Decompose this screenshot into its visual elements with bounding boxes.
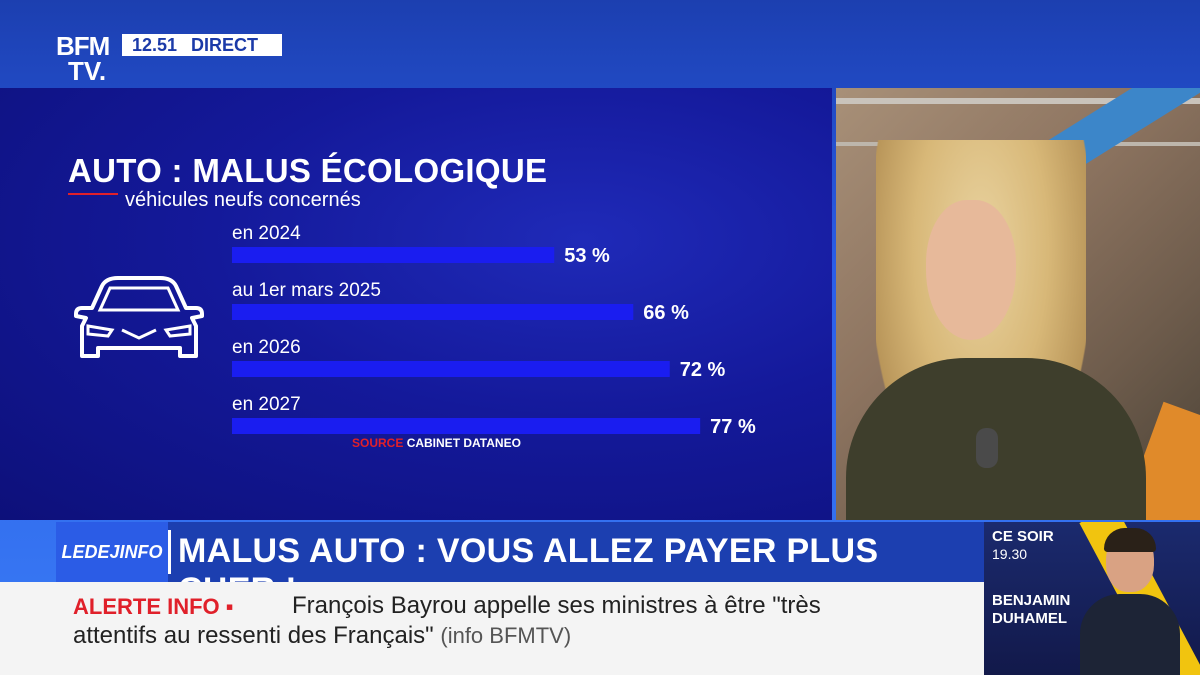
promo-name-first: BENJAMIN [992,592,1071,609]
bar [232,361,670,377]
alert-label: ALERTE INFO ▪ [73,594,234,619]
alert-source: (info BFMTV) [440,623,572,648]
alert-ticker: ALERTE INFO ▪ François Bayrou appelle se… [0,582,984,675]
bar-chart: en 2024 53 % au 1er mars 2025 66 % en 2026 72… [232,223,756,438]
promo-panel: CE SOIR 19.30 BENJAMIN DUHAMEL [984,522,1200,675]
chart-panel: AUTO : MALUS ÉCOLOGIQUE véhicules neufs … [0,88,832,520]
category-label: en 2024 [232,223,301,244]
promo-person-suit [1080,594,1180,675]
promo-when: CE SOIR [992,528,1054,545]
headline-banner: LEDEJINFO MALUS AUTO : VOUS ALLEZ PAYER … [56,522,984,609]
banner-separator [168,530,171,574]
bar-value-label: 77 % [710,416,756,438]
logo-line1: BFM [56,31,110,61]
source-label: SOURCE [352,436,404,450]
car-icon [74,276,204,358]
bar-value-label: 72 % [680,359,726,381]
promo-person [1080,528,1180,675]
alert-line1: François Bayrou appelle ses ministres à … [292,592,821,619]
category-label: en 2026 [232,337,301,358]
bar [232,304,634,320]
background-railing [836,98,1200,104]
clock-time: 12.51 [132,34,178,55]
presenter-video [836,88,1200,520]
promo-person-hair [1104,528,1156,552]
chart-subtitle: véhicules neufs concernés [125,189,361,211]
category-label: au 1er mars 2025 [232,280,381,301]
bar [232,247,555,263]
channel-logo: BFM TV. [56,31,116,88]
bar-value-label: 53 % [564,245,610,267]
promo-time: 19.30 [992,546,1028,562]
bar-value-label: 66 % [643,302,689,324]
show-logo: LEDEJINFO [56,522,168,582]
presenter-face [926,200,1016,340]
title-underline [68,193,118,195]
chart-title: AUTO : MALUS ÉCOLOGIQUE [68,152,548,189]
category-label: en 2027 [232,394,301,415]
promo-name-last: DUHAMEL [992,610,1067,627]
logo-line2: TV. [68,56,107,86]
source-name: CABINET DATANEO [406,436,521,450]
alert-line2: attentifs au ressenti des Français" (inf… [73,622,571,650]
clock-bar: 12.51 DIRECT [122,34,282,56]
chart-source: SOURCE CABINET DATANEO [352,436,521,450]
microphone-icon [976,428,998,468]
alert-line2-text: attentifs au ressenti des Français" [73,622,434,649]
live-label: DIRECT [191,34,259,55]
bar [232,418,701,434]
